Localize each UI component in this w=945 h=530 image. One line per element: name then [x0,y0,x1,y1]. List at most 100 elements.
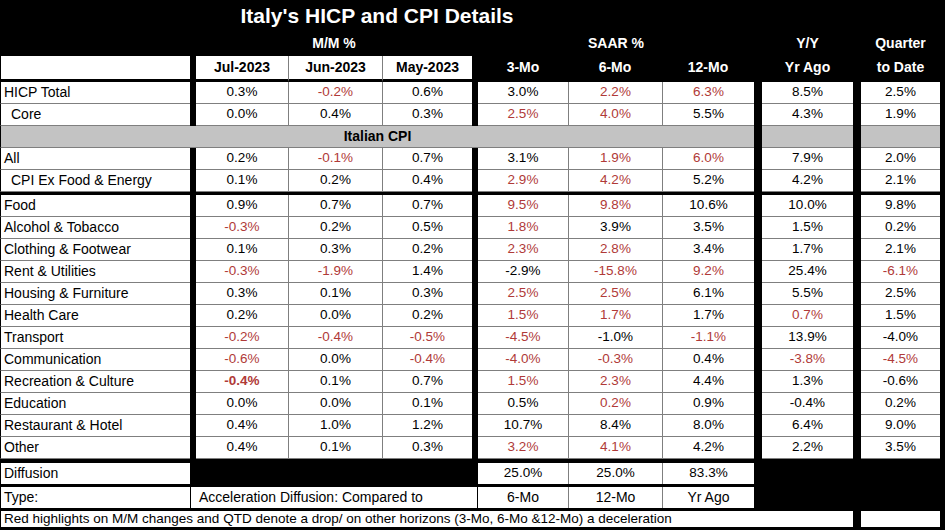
value-cell: -0.6% [861,371,940,393]
value-cell: 1.7% [568,305,662,327]
value-cell: 0.2% [288,170,382,192]
value-cell: 1.5% [478,371,568,393]
value-cell: 0.4% [288,104,382,126]
table-row: Clothing & Footwear 0.1% 0.3% 0.2% 2.3% … [0,239,945,261]
column-header-todate: to Date [861,56,940,82]
divider [754,393,762,415]
value-cell: 4.4% [662,371,754,393]
value-cell: -1.0% [568,327,662,349]
value-cell: 1.9% [568,148,662,170]
value-cell: 6.1% [662,283,754,305]
value-cell: 0.5% [382,217,472,239]
value-cell: 0.3% [382,437,472,459]
divider [853,126,861,148]
row-label: Clothing & Footwear [0,239,190,261]
group-header-row: M/M % SAAR % Y/Y Quarter [0,32,945,56]
value-cell: 5.2% [662,170,754,192]
value-cell: -3.8% [762,349,853,371]
value-cell: 10.7% [478,415,568,437]
value-cell: 6.0% [662,148,754,170]
value-cell: 0.0% [288,305,382,327]
row-label: Other [0,437,190,459]
value-cell: 0.4% [662,349,754,371]
value-cell: 0.3% [382,283,472,305]
value-cell: 0.2% [861,393,940,415]
divider [940,437,945,459]
divider [853,437,861,459]
page-title: Italy's HICP and CPI Details [0,0,754,32]
table-row: Health Care 0.2% 0.0% 0.2% 1.5% 1.7% 1.7… [0,305,945,327]
divider [940,305,945,327]
title-band: Italy's HICP and CPI Details [0,0,945,32]
value-cell: -4.0% [861,327,940,349]
value-cell: 1.4% [382,261,472,283]
divider [754,239,762,261]
value-cell: 3.4% [662,239,754,261]
type-col: Yr Ago [662,487,754,508]
value-cell: -0.4% [288,327,382,349]
divider [853,511,861,527]
group-header-quarter: Quarter [861,32,940,56]
row-label: Diffusion [0,463,190,484]
value-cell: 2.1% [861,239,940,261]
value-cell: -6.1% [861,261,940,283]
type-description: Acceleration Diffusion: Compared to [190,487,478,508]
divider [754,415,762,437]
value-cell: -0.3% [196,261,288,283]
value-cell: 0.1% [196,239,288,261]
row-label: Type: [0,487,190,508]
value-cell: -2.9% [478,261,568,283]
value-cell: 9.8% [568,195,662,217]
value-cell: 1.0% [288,415,382,437]
value-cell: 0.7% [382,148,472,170]
value-cell: 0.1% [288,371,382,393]
divider [940,239,945,261]
value-cell: 1.3% [762,371,853,393]
cpi-section-categories: Food 0.9% 0.7% 0.7% 9.5% 9.8% 10.6% 10.0… [0,195,945,459]
divider [940,126,945,148]
column-header-6mo: 6-Mo [568,56,662,82]
row-label: HICP Total [0,82,190,104]
divider [754,349,762,371]
value-cell: 3.2% [478,437,568,459]
value-cell: 0.2% [382,305,472,327]
row-label: Restaurant & Hotel [0,415,190,437]
divider [940,371,945,393]
value-cell: 0.1% [288,283,382,305]
value-cell: 0.7% [762,305,853,327]
value-cell: 0.3% [196,82,288,104]
value-cell: -0.6% [196,349,288,371]
value-cell: 7.9% [762,148,853,170]
cpi-section-top: All 0.2% -0.1% 0.7% 3.1% 1.9% 6.0% 7.9% … [0,148,945,192]
table-row: Alcohol & Tobacco -0.3% 0.2% 0.5% 1.8% 3… [0,217,945,239]
table-row: Education 0.0% 0.0% 0.1% 0.5% 0.2% 0.9% … [0,393,945,415]
divider [853,239,861,261]
group-header-yy: Y/Y [762,32,853,56]
value-cell: -4.5% [478,327,568,349]
value-cell: 3.5% [861,437,940,459]
value-cell: 0.2% [568,393,662,415]
value-cell: 0.2% [861,217,940,239]
divider [754,283,762,305]
value-cell: 1.8% [478,217,568,239]
value-cell: 0.4% [196,437,288,459]
row-label: All [0,148,190,170]
value-cell: -0.4% [196,371,288,393]
value-cell: 2.5% [568,283,662,305]
value-cell: 0.0% [196,393,288,415]
divider [940,327,945,349]
divider [754,327,762,349]
type-col: 6-Mo [478,487,568,508]
divider [754,170,762,192]
table-row: Other 0.4% 0.1% 0.3% 3.2% 4.1% 4.2% 2.2%… [0,437,945,459]
value-cell: 1.9% [861,104,940,126]
value-cell: 2.5% [861,283,940,305]
divider [940,148,945,170]
value-cell: -1.1% [662,327,754,349]
divider [940,415,945,437]
divider [754,82,762,104]
divider [853,371,861,393]
divider [754,195,762,217]
table-row: Communication -0.6% 0.0% -0.4% -4.0% -0.… [0,349,945,371]
divider [853,82,861,104]
